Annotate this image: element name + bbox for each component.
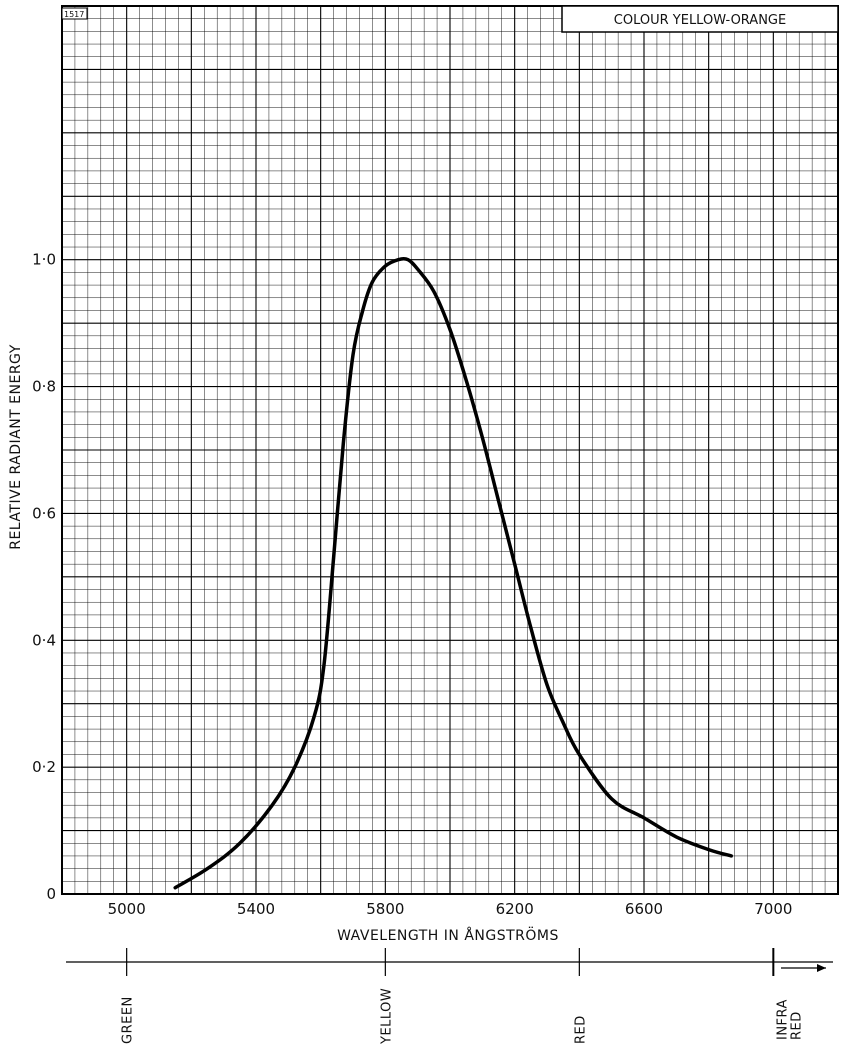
spectrum-scale: [66, 961, 833, 972]
x-tick-label: 5000: [108, 900, 146, 918]
spectrum-band-label: INFRA: [775, 999, 790, 1040]
y-tick-labels: 0 0·2 0·4 0·6 0·8 1·0: [32, 251, 56, 903]
x-tick-label: 5400: [237, 900, 275, 918]
x-tick-label: 6600: [625, 900, 663, 918]
infrared-arrow-icon: [817, 964, 826, 972]
spectrum-band-label: RED: [573, 1015, 588, 1044]
plate-number: 1517: [64, 10, 84, 19]
y-tick-label: 0·4: [32, 631, 56, 649]
chart-title-box: COLOUR YELLOW-ORANGE: [561, 5, 839, 33]
x-axis-title: WAVELENGTH IN ÅNGSTRÖMS: [337, 926, 559, 944]
spectrum-band-label: YELLOW: [379, 988, 394, 1045]
y-tick-label: 0: [46, 885, 56, 903]
spectrum-band-label: GREEN: [121, 996, 136, 1044]
y-tick-label: 0·6: [32, 504, 56, 522]
x-tick-label: 6200: [496, 900, 534, 918]
plot-frame: [61, 5, 839, 895]
plate-number-box: 1517: [61, 7, 88, 20]
series-line: [173, 256, 734, 890]
x-tick-label: 7000: [754, 900, 792, 918]
y-axis-title: RELATIVE RADIANT ENERGY: [8, 344, 24, 550]
spectrum-band-label-line2: RED: [789, 1011, 804, 1040]
spectrum-band-marks: GREEN YELLOW RED INFRA RED: [121, 948, 804, 1045]
chart-title: COLOUR YELLOW-ORANGE: [614, 13, 786, 28]
y-tick-label: 0·8: [32, 378, 56, 396]
y-tick-label: 0·2: [32, 758, 56, 776]
x-tick-label: 5800: [366, 900, 404, 918]
y-tick-label: 1·0: [32, 251, 56, 269]
x-tick-labels: 5000 5400 5800 6200 6600 7000: [108, 900, 793, 918]
